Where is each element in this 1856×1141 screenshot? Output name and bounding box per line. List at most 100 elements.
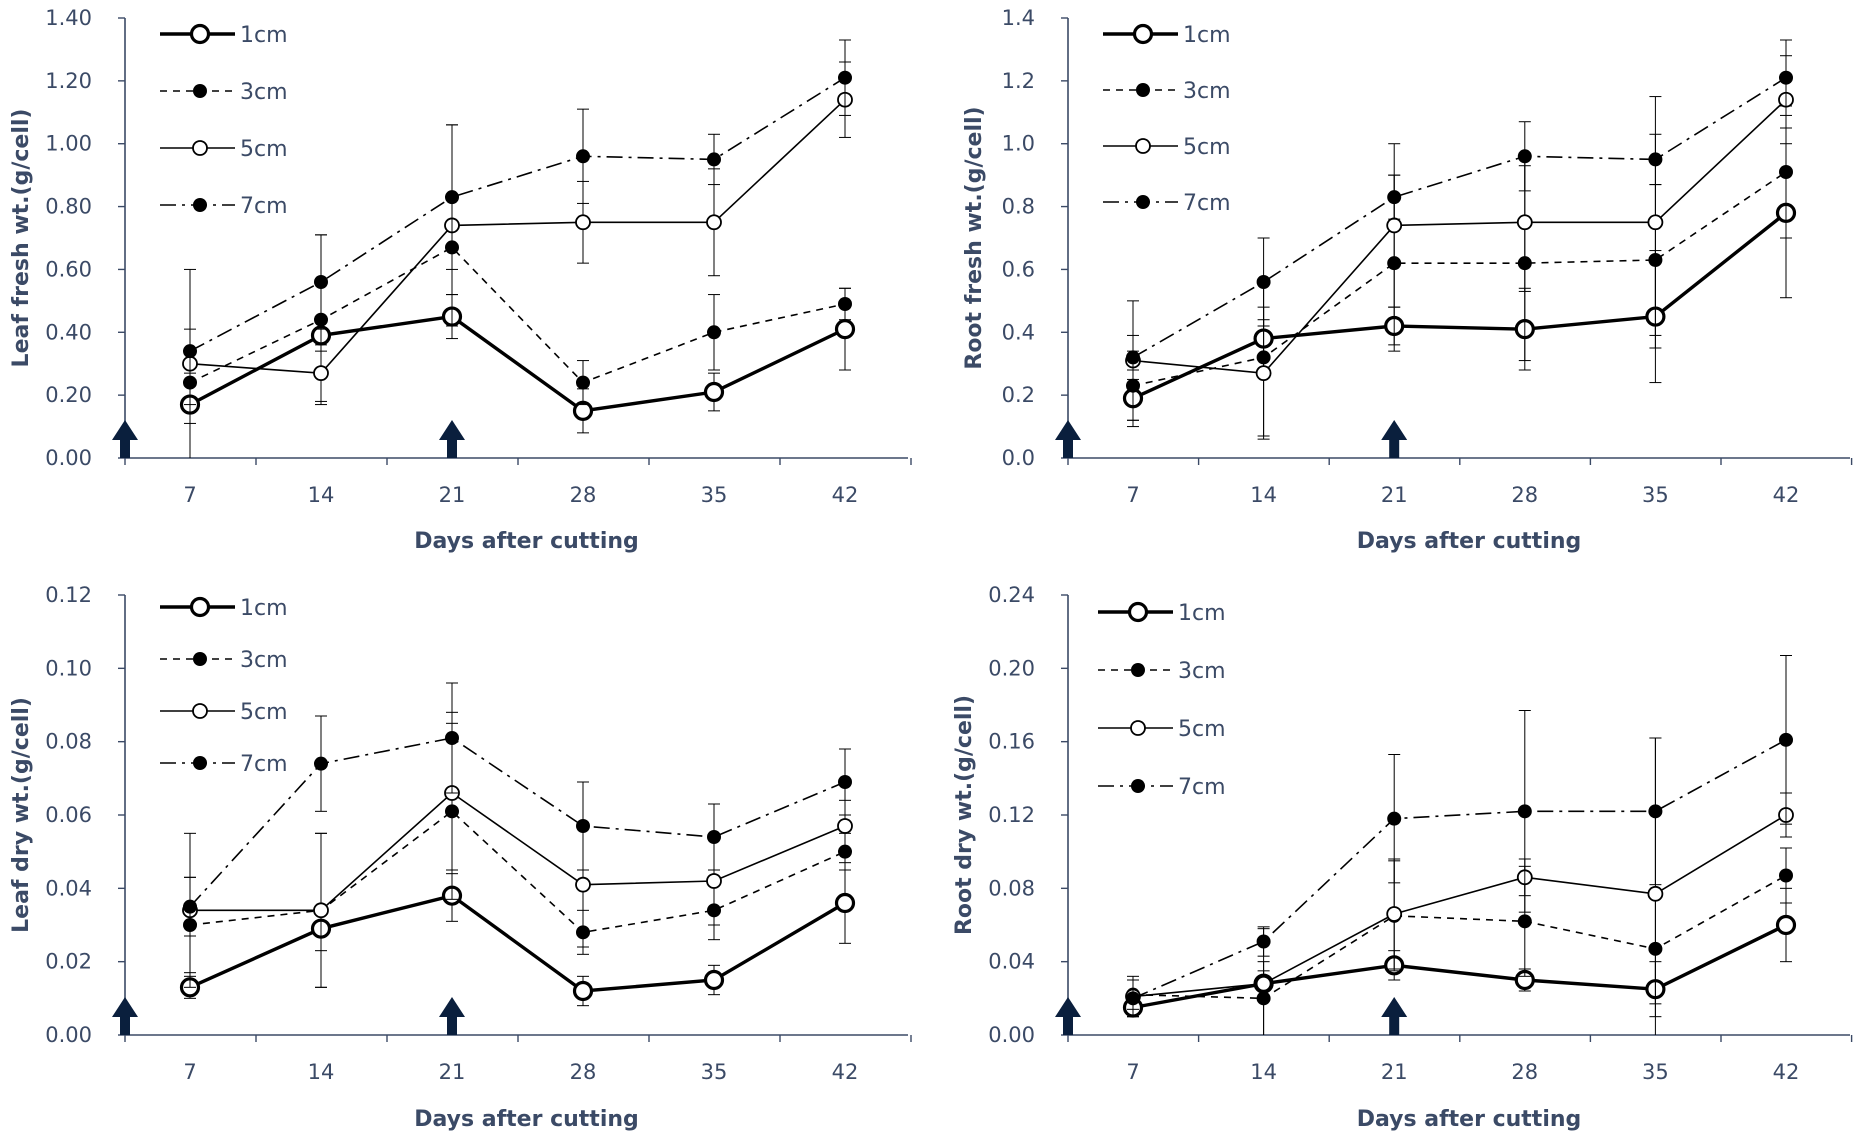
data-point (834, 319, 856, 340)
data-point (703, 969, 725, 991)
y-tick-label: 0.08 (988, 876, 1035, 900)
x-tick-label: 21 (1381, 483, 1408, 507)
data-point (707, 830, 721, 844)
legend-label-5cm: 5cm (240, 700, 288, 725)
y-tick-label: 0.10 (45, 656, 92, 680)
x-tick-label: 14 (1250, 1060, 1277, 1084)
series-line (1132, 739, 1787, 1000)
series-line (1132, 211, 1788, 400)
legend-marker-3cm (1136, 83, 1150, 97)
x-tick-label: 7 (183, 483, 196, 507)
panel-2: 0.0 0.2 0.4 0.6 0.8 1.0 1.2 1.4 7 14 21 28 35 42 Days … (962, 6, 1853, 554)
data-point (1386, 217, 1403, 234)
series-1cm (179, 862, 856, 1007)
data-point (1779, 868, 1793, 883)
data-point (576, 375, 590, 390)
x-tick-label: 35 (1642, 483, 1669, 507)
data-point (703, 381, 725, 403)
y-tick-label: 1.00 (45, 132, 92, 156)
legend-marker-5cm (1130, 720, 1146, 736)
y-axis-title: Leaf fresh wt.(g/cell) (9, 109, 34, 368)
data-point (576, 149, 590, 164)
series-7cm (1126, 655, 1793, 1018)
y-tick-label: 0.24 (988, 583, 1035, 607)
series-line (189, 77, 846, 352)
y-tick-label: 1.40 (45, 6, 92, 30)
y-tick-label: 0.16 (988, 730, 1035, 754)
y-tick-label: 0.6 (1002, 257, 1035, 281)
legend-marker-3cm (193, 652, 207, 666)
legend-label-7cm: 7cm (240, 752, 288, 777)
y-tick-label: 0.00 (45, 1023, 92, 1047)
series-line (189, 99, 846, 374)
legend-marker-1cm (189, 23, 211, 45)
legend-label-5cm: 5cm (240, 137, 288, 162)
data-point (838, 70, 852, 85)
legend-label-5cm: 5cm (1178, 717, 1226, 742)
x-tick-label: 7 (1126, 483, 1139, 507)
x-tick-label: 28 (1511, 1060, 1538, 1084)
x-tick-label: 21 (439, 483, 466, 507)
y-axis-title: Root dry wt.(g/cell) (952, 695, 977, 935)
y-tick-label: 0.00 (988, 1023, 1035, 1047)
data-point (838, 297, 852, 311)
arrow-marker (1055, 997, 1081, 1035)
series-1cm (179, 287, 856, 434)
data-point (445, 190, 459, 205)
data-point (1517, 804, 1532, 819)
x-tick-label: 14 (308, 1060, 335, 1084)
legend-marker-5cm (1135, 138, 1151, 154)
data-point (1256, 934, 1271, 949)
legend-label-1cm: 1cm (1183, 23, 1231, 48)
y-tick-label: 0.04 (988, 950, 1035, 974)
data-point (707, 325, 721, 340)
panel-1: 0.00 0.20 0.40 0.60 0.80 1.00 1.20 1.40 7 14 21 28 3… (9, 6, 912, 554)
data-point (314, 756, 328, 771)
data-point (1517, 149, 1532, 164)
y-tick-label: 1.4 (1002, 6, 1035, 30)
legend-marker-3cm (1131, 663, 1145, 677)
x-tick-label: 35 (701, 1060, 728, 1084)
legend-marker-1cm (1127, 601, 1149, 623)
data-point (313, 365, 329, 382)
x-axis-title: Days after cutting (414, 529, 639, 554)
series-7cm (183, 39, 852, 374)
data-point (576, 819, 590, 833)
x-tick-label: 42 (832, 1060, 859, 1084)
y-tick-label: 0.80 (45, 195, 92, 219)
y-tick-label: 1.2 (1002, 69, 1035, 93)
data-point (706, 873, 722, 889)
y-tick-label: 0.0 (1002, 446, 1035, 470)
series-line (189, 893, 846, 993)
x-tick-label: 7 (1126, 1060, 1139, 1084)
y-tick-label: 1.20 (45, 69, 92, 93)
data-point (1647, 214, 1664, 231)
data-point (1255, 365, 1272, 382)
data-point (445, 731, 459, 745)
x-tick-label: 14 (308, 483, 335, 507)
series-line (1132, 814, 1787, 998)
y-tick-label: 0.40 (45, 320, 92, 344)
legend-label-7cm: 7cm (1183, 191, 1231, 216)
y-tick-label: 0.20 (45, 383, 92, 407)
x-tick-label: 42 (1773, 1060, 1800, 1084)
data-point (1648, 152, 1663, 167)
x-tick-label: 28 (1511, 483, 1538, 507)
data-point (1647, 885, 1664, 902)
data-point (1775, 914, 1797, 936)
y-tick-label: 0.8 (1002, 195, 1035, 219)
arrow-marker (439, 420, 465, 458)
legend-label-5cm: 5cm (1183, 135, 1231, 160)
y-axis-title: Root fresh wt.(g/cell) (962, 106, 987, 369)
series-line (189, 810, 846, 934)
series-1cm (1122, 127, 1797, 428)
legend-label-3cm: 3cm (1178, 659, 1226, 684)
data-point (183, 344, 197, 359)
x-tick-label: 28 (570, 483, 597, 507)
legend-label-3cm: 3cm (240, 648, 288, 673)
series-line (189, 737, 846, 908)
x-tick-label: 21 (439, 1060, 466, 1084)
series-line (189, 246, 846, 384)
series-line (189, 314, 846, 413)
data-point (1387, 190, 1402, 205)
